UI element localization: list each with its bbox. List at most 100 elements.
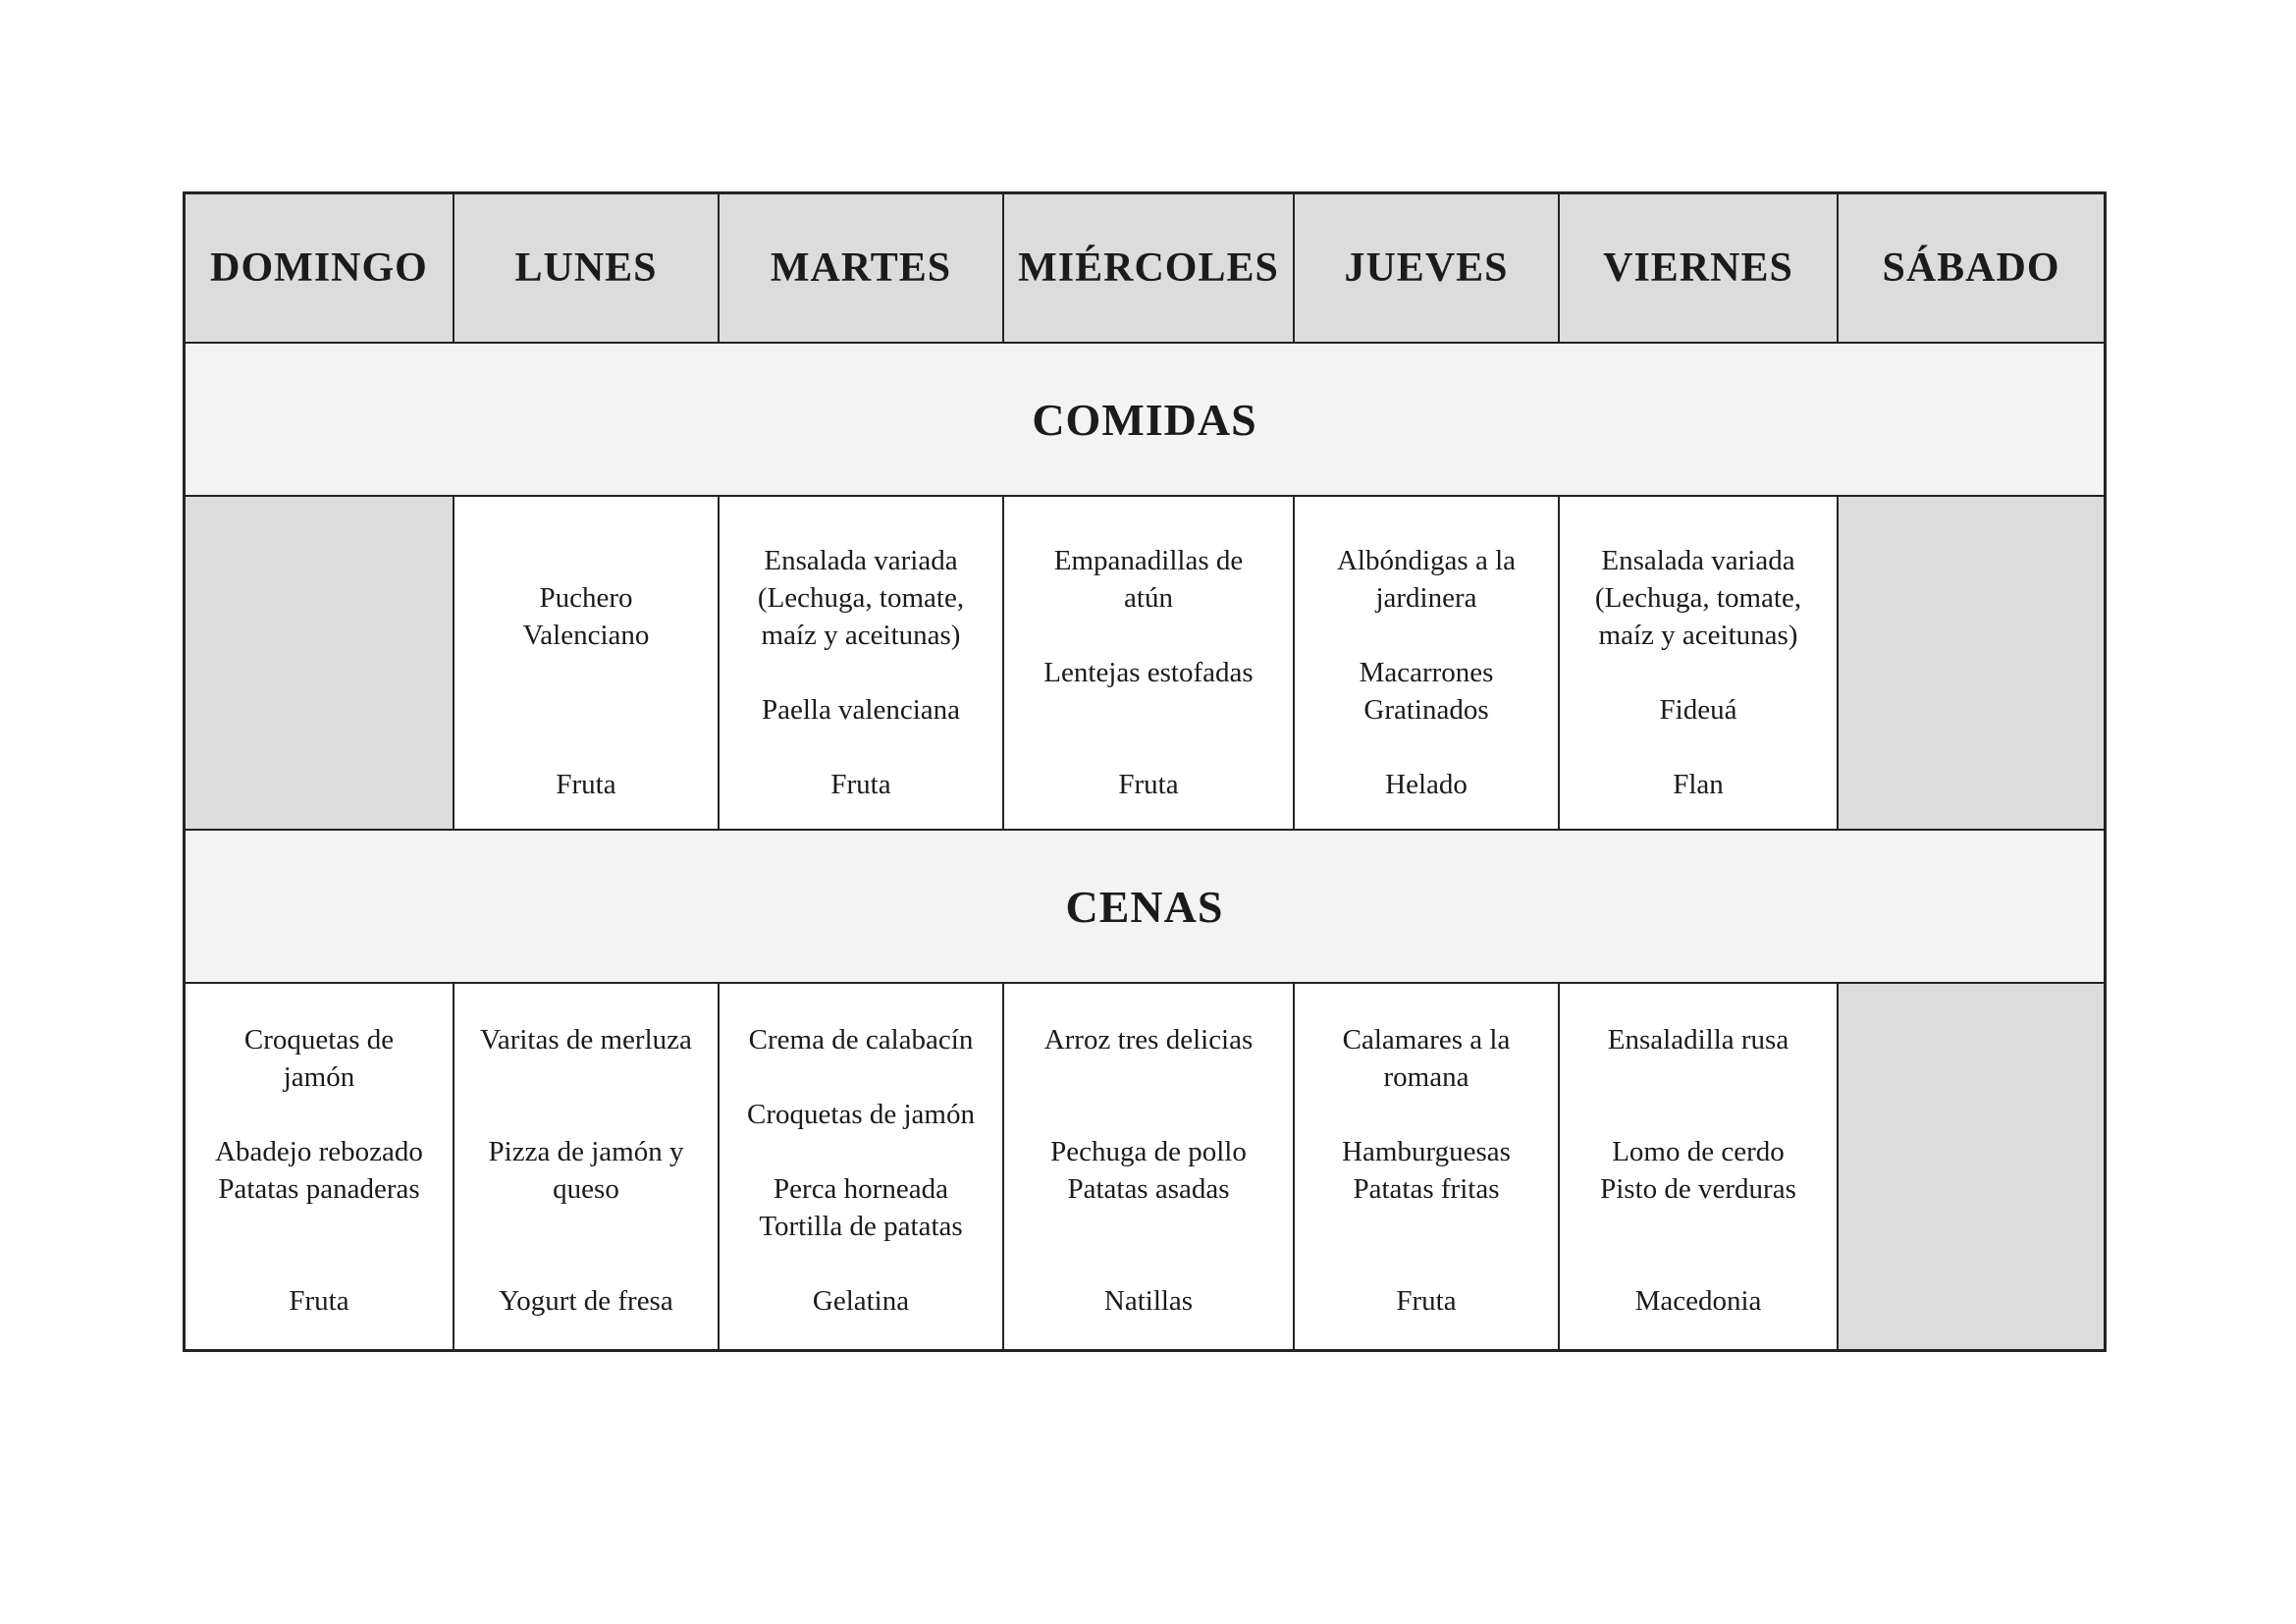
menu-line: Fideuá — [1659, 694, 1737, 726]
menu-line: jardinera — [1375, 582, 1477, 614]
menu-line: Yogurt de fresa — [499, 1285, 673, 1317]
menu-line-blank — [1295, 1208, 1558, 1245]
menu-line: Croquetas de — [243, 1024, 395, 1056]
menu-line-blank — [720, 729, 1002, 766]
comidas-cell-domingo — [186, 495, 453, 829]
menu-line: maíz y aceitunas) — [761, 620, 961, 651]
menu-line: Natillas — [1103, 1285, 1194, 1317]
comidas-cell-martes: Ensalada variada (Lechuga, tomate, maíz y … — [718, 495, 1002, 829]
comidas-cell-jueves: Albóndigas a la jardinera Macarrones Grati… — [1293, 495, 1558, 829]
menu-line: Fruta — [1118, 769, 1179, 800]
menu-line-blank — [1004, 617, 1293, 654]
menu-line-blank — [1004, 1245, 1293, 1282]
menu-line: Patatas asadas — [1067, 1173, 1230, 1205]
cenas-cell-martes: Crema de calabacín Croquetas de jamón Pe… — [718, 982, 1002, 1349]
menu-line: Paella valenciana — [761, 694, 961, 726]
cenas-cell-miercoles: Arroz tres delicias Pechuga de pollo Pata… — [1002, 982, 1293, 1349]
menu-line-blank — [1560, 1096, 1837, 1133]
menu-line: Fruta — [1396, 1285, 1457, 1317]
menu-line-blank — [720, 1058, 1002, 1096]
menu-line: Fruta — [556, 769, 616, 800]
menu-line-blank — [720, 1245, 1002, 1282]
menu-line: Arroz tres delicias — [1043, 1024, 1254, 1056]
menu-line: Tortilla de patatas — [759, 1211, 963, 1242]
menu-line: Albóndigas a la — [1336, 545, 1516, 576]
menu-line-blank — [454, 1058, 718, 1096]
menu-line: Fruta — [830, 769, 891, 800]
menu-line: Gratinados — [1363, 694, 1489, 726]
menu-line: Perca horneada — [774, 1173, 948, 1205]
menu-line-blank — [1295, 1096, 1558, 1133]
menu-line: Fruta — [289, 1285, 349, 1317]
menu-line: atún — [1124, 582, 1173, 614]
day-header-viernes: VIERNES — [1558, 194, 1837, 342]
menu-line: Pechuga de pollo — [1050, 1136, 1247, 1167]
menu-line-blank — [1004, 1208, 1293, 1245]
menu-line: Empanadillas de — [1053, 545, 1244, 576]
menu-line-blank — [1560, 654, 1837, 691]
day-header-sabado: SÁBADO — [1837, 194, 2104, 342]
menu-line: Ensalada variada — [764, 545, 958, 576]
menu-line-blank — [1004, 1058, 1293, 1096]
section-label-comidas: COMIDAS — [186, 342, 2104, 495]
cenas-cell-jueves: Calamares a la romana Hamburguesas Patatas… — [1293, 982, 1558, 1349]
menu-line-blank — [1295, 1245, 1558, 1282]
section-label-cenas: CENAS — [186, 829, 2104, 982]
day-header-miercoles: MIÉRCOLES — [1002, 194, 1293, 342]
day-header-martes: MARTES — [718, 194, 1002, 342]
menu-line: (Lechuga, tomate, — [1594, 582, 1802, 614]
menu-line: queso — [553, 1173, 619, 1205]
menu-line-blank — [1560, 729, 1837, 766]
menu-line-blank — [454, 691, 718, 729]
comidas-cell-lunes: Puchero Valenciano Fruta — [453, 495, 718, 829]
menu-line-blank — [454, 654, 718, 691]
menu-line: romana — [1383, 1061, 1469, 1093]
menu-line-blank — [454, 1208, 718, 1245]
menu-line: Lentejas estofadas — [1043, 657, 1254, 688]
menu-line: Valenciano — [522, 620, 650, 651]
menu-line-blank — [1004, 729, 1293, 766]
menu-line: maíz y aceitunas) — [1598, 620, 1798, 651]
menu-line-blank — [1560, 1208, 1837, 1245]
menu-line: Hamburguesas — [1342, 1136, 1511, 1167]
menu-line: Patatas panaderas — [218, 1173, 420, 1205]
menu-line-blank — [1560, 1245, 1837, 1282]
menu-line-blank — [186, 1096, 453, 1133]
menu-line: Crema de calabacín — [748, 1024, 974, 1056]
comidas-cell-sabado — [1837, 495, 2104, 829]
menu-line: (Lechuga, tomate, — [757, 582, 965, 614]
menu-line-blank — [454, 1245, 718, 1282]
menu-line: Pizza de jamón y — [488, 1136, 684, 1167]
menu-line: Patatas fritas — [1353, 1173, 1500, 1205]
day-header-jueves: JUEVES — [1293, 194, 1558, 342]
menu-line-blank — [1295, 729, 1558, 766]
menu-line-blank — [454, 542, 718, 579]
menu-line-blank — [454, 729, 718, 766]
menu-line: Flan — [1673, 769, 1724, 800]
menu-line: Ensalada variada — [1601, 545, 1795, 576]
menu-line: Varitas de merluza — [480, 1024, 692, 1056]
menu-line-blank — [1295, 617, 1558, 654]
menu-line-blank — [720, 1133, 1002, 1170]
menu-line-blank — [186, 1208, 453, 1245]
menu-line-blank — [186, 1245, 453, 1282]
menu-line: Pisto de verduras — [1600, 1173, 1796, 1205]
menu-line: Macedonia — [1634, 1285, 1762, 1317]
menu-line: Gelatina — [812, 1285, 910, 1317]
menu-line: Ensaladilla rusa — [1607, 1024, 1789, 1056]
comidas-cell-viernes: Ensalada variada (Lechuga, tomate, maíz y … — [1558, 495, 1837, 829]
menu-line: Puchero — [539, 582, 633, 614]
menu-line: jamón — [283, 1061, 355, 1093]
menu-line-blank — [1004, 691, 1293, 729]
menu-line: Croquetas de jamón — [747, 1099, 975, 1130]
cenas-cell-lunes: Varitas de merluza Pizza de jamón y queso… — [453, 982, 718, 1349]
weekly-menu-table: DOMINGO LUNES MARTES MIÉRCOLES JUEVES VIERNES… — [183, 191, 2107, 1352]
day-header-domingo: DOMINGO — [186, 194, 453, 342]
menu-line: Abadejo rebozado — [215, 1136, 423, 1167]
day-header-lunes: LUNES — [453, 194, 718, 342]
menu-line: Lomo de cerdo — [1612, 1136, 1785, 1167]
menu-line-blank — [1004, 1096, 1293, 1133]
menu-line: Helado — [1385, 769, 1468, 800]
menu-line: Macarrones — [1359, 657, 1494, 688]
